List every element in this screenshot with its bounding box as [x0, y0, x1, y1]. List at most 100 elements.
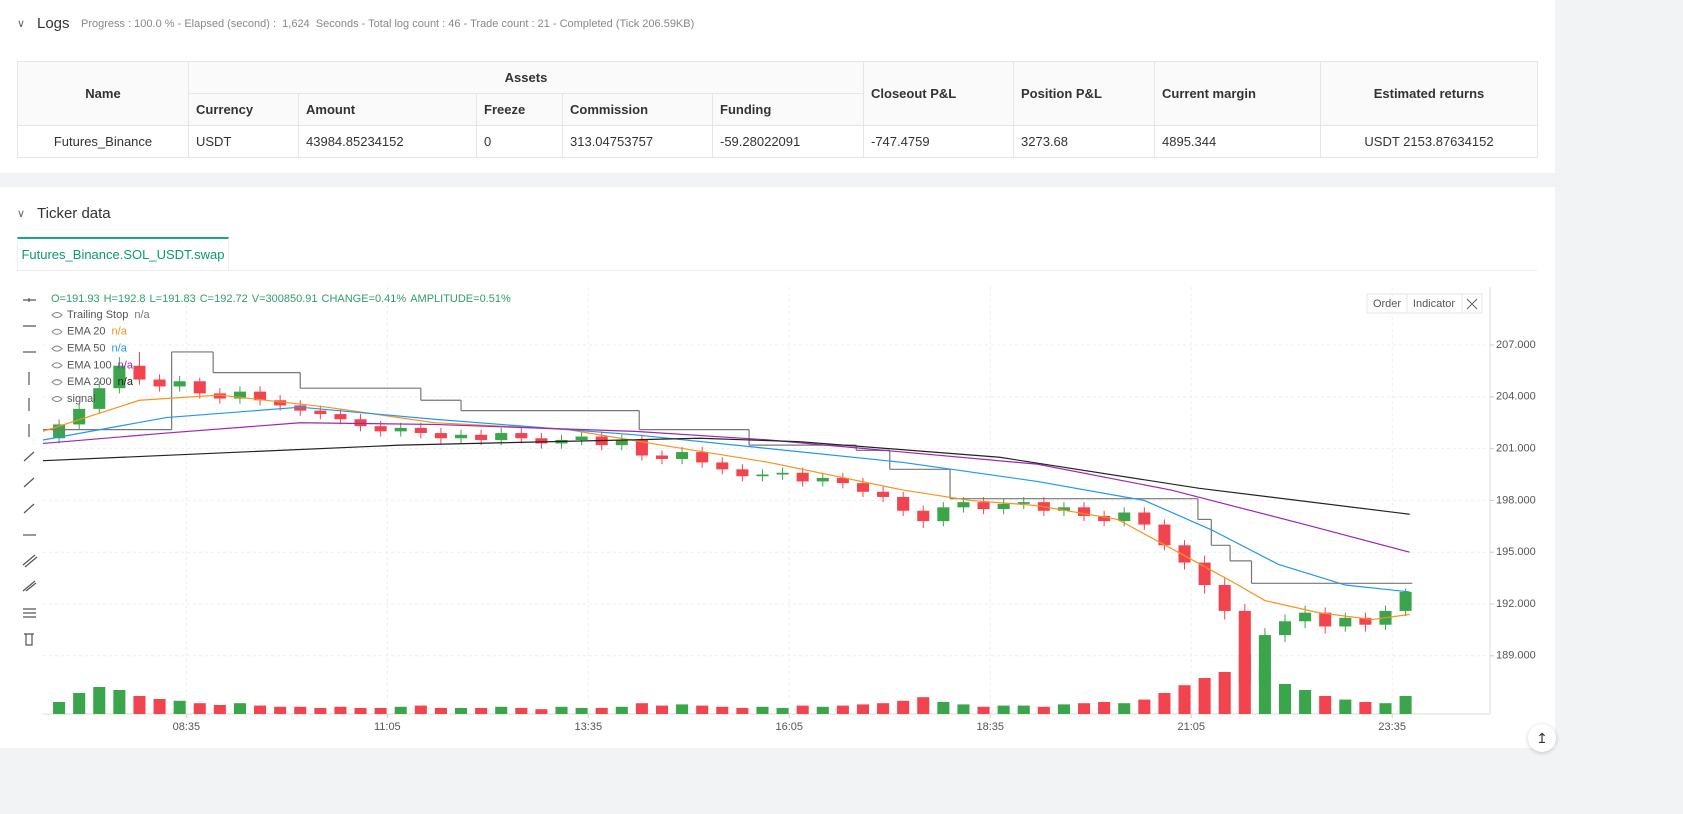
- back-to-top[interactable]: ↥: [1528, 724, 1556, 752]
- candle-body: [535, 438, 548, 444]
- candle-body: [133, 365, 146, 380]
- legend-name: EMA 50: [67, 343, 106, 355]
- x-tick-label: 08:35: [173, 721, 201, 733]
- volume-bar: [1037, 706, 1050, 714]
- candle-body: [897, 496, 910, 511]
- volume-bar: [434, 708, 447, 714]
- symbol-tab[interactable]: Futures_Binance.SOL_USDT.swap: [17, 237, 229, 270]
- ohlc-status: C=192.72: [200, 293, 248, 305]
- ticker-panel: ∨ Ticker data Futures_Binance.SOL_USDT.s…: [0, 187, 1555, 748]
- volume-bar: [877, 703, 890, 714]
- candle-body: [274, 400, 287, 406]
- legend-name: EMA 20: [67, 326, 106, 338]
- collapse-toggle[interactable]: ∨: [17, 208, 26, 220]
- volume-bar: [314, 708, 327, 714]
- y-tick-label: 204.000: [1496, 391, 1536, 403]
- x-tick-label: 18:35: [976, 721, 1004, 733]
- header-cell: Freeze: [476, 93, 563, 126]
- volume-bar: [555, 706, 568, 714]
- volume-bar: [173, 700, 186, 714]
- candle-body: [1399, 591, 1412, 611]
- order-label: Order: [1373, 298, 1401, 310]
- visibility-icon: [51, 362, 63, 369]
- volume-bar: [796, 705, 809, 714]
- table-cell: Futures_Binance: [17, 125, 189, 158]
- volume-bar: [394, 706, 407, 714]
- visibility-icon: [51, 345, 63, 352]
- volume-bar: [414, 705, 427, 714]
- volume-bar: [1138, 699, 1151, 714]
- volume-bar: [1319, 696, 1332, 714]
- candle-body: [1098, 515, 1111, 522]
- candle-body: [374, 426, 387, 432]
- volume-bar: [776, 708, 789, 714]
- candle-body: [334, 414, 347, 420]
- volume-bar: [897, 700, 910, 714]
- volume-bar: [595, 708, 608, 714]
- header-cell: Closeout P&L: [863, 61, 1014, 126]
- candle-body: [1299, 612, 1312, 622]
- ohlc-status: O=191.93: [51, 293, 100, 305]
- candle-body: [213, 393, 226, 399]
- volume-bar: [756, 706, 769, 714]
- volume-bar: [274, 706, 287, 714]
- volume-bar: [937, 702, 950, 714]
- drawing-toolbar[interactable]: [22, 298, 38, 646]
- table-cell: 0: [476, 125, 563, 158]
- volume-bar: [716, 706, 729, 714]
- candle-body: [615, 439, 628, 446]
- volume-bar: [1057, 704, 1070, 714]
- volume-bar: [957, 704, 970, 714]
- candle-body: [1178, 545, 1191, 563]
- visibility-icon: [51, 379, 63, 386]
- candle-body: [696, 452, 709, 463]
- legend-name: Trailing Stop: [67, 309, 128, 321]
- candle-body: [1078, 507, 1091, 516]
- candle-body: [1198, 562, 1211, 586]
- header-cell: Name: [17, 61, 189, 126]
- header-cell: Estimated returns: [1320, 61, 1538, 126]
- candle-body: [1319, 612, 1332, 627]
- candle-body: [816, 477, 829, 482]
- table-cell: USDT 2153.87634152: [1320, 125, 1538, 158]
- indicator-line: [42, 422, 1410, 553]
- candle-body: [1158, 524, 1171, 546]
- volume-bar: [1118, 703, 1131, 714]
- volume-bar: [1278, 684, 1292, 714]
- candle-body: [173, 381, 186, 387]
- x-tick-label: 11:05: [374, 721, 401, 733]
- indicator-line: [42, 437, 1410, 515]
- volume-bar: [836, 705, 849, 714]
- chart-controls: Order Indicator: [1366, 293, 1483, 314]
- logs-status: Progress : 100.0 % - Elapsed (second) : …: [81, 18, 695, 30]
- candle-body: [655, 455, 669, 459]
- legend-name: EMA 200: [67, 376, 112, 388]
- volume-bar: [615, 706, 628, 714]
- volume-bar: [535, 709, 548, 714]
- header-cell: Amount: [298, 93, 477, 126]
- ticker-title: Ticker data: [37, 205, 111, 222]
- candle-body: [1017, 502, 1030, 504]
- collapse-toggle[interactable]: ∨: [17, 18, 26, 30]
- candle-body: [314, 410, 327, 415]
- candle-body: [676, 452, 689, 459]
- header-cell: Currency: [188, 93, 299, 126]
- visibility-icon: [51, 312, 63, 318]
- header-cell: Funding: [712, 93, 864, 126]
- candle-body: [495, 433, 508, 440]
- volume-bar: [676, 704, 689, 714]
- candle-body: [1057, 507, 1070, 511]
- volume-bar: [575, 708, 588, 714]
- volume-bar: [53, 702, 66, 714]
- volume-bar: [997, 705, 1010, 714]
- indicator-line: [42, 394, 1410, 621]
- candle-body: [193, 381, 206, 394]
- candle-body: [1218, 585, 1231, 611]
- volume-bar: [736, 708, 749, 714]
- volume-bar: [193, 703, 206, 714]
- candle-body: [776, 472, 789, 475]
- candle-body: [1118, 512, 1131, 522]
- candle-body: [113, 365, 126, 389]
- candle-body: [716, 462, 729, 470]
- candle-body: [1238, 610, 1251, 682]
